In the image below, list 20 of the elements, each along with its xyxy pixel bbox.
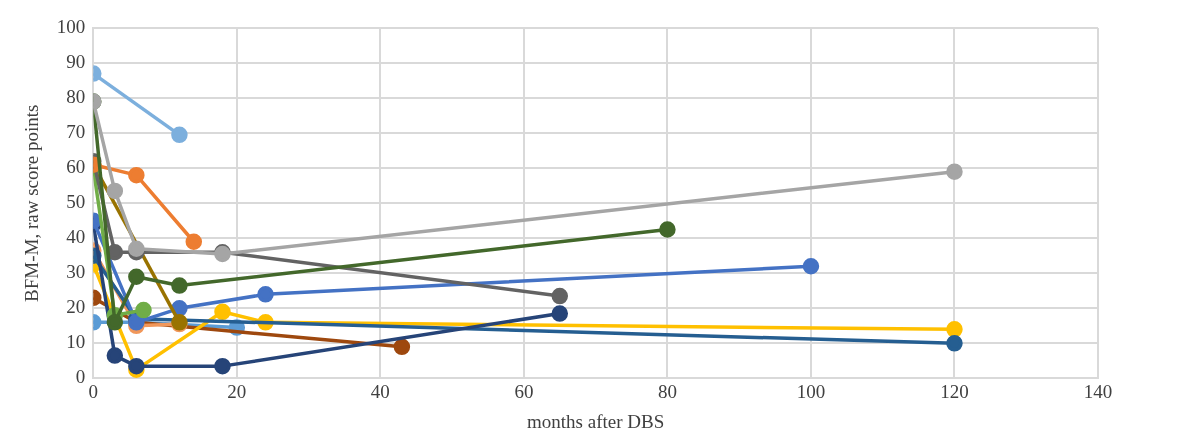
x-tick-label: 80 xyxy=(657,380,677,402)
y-tick-label: 50 xyxy=(66,191,86,213)
x-tick-label: 20 xyxy=(227,380,247,402)
x-tick-label: 140 xyxy=(1083,380,1113,402)
y-tick-label: 60 xyxy=(66,156,86,178)
x-tick-label: 60 xyxy=(514,380,534,402)
y-tick-label: 30 xyxy=(66,261,86,283)
y-axis-title: BFM-M, raw score points xyxy=(21,104,43,302)
y-tick-label: 100 xyxy=(56,15,86,37)
x-tick-label: 40 xyxy=(370,380,390,402)
y-tick-label: 0 xyxy=(75,366,86,388)
y-tick-label: 20 xyxy=(66,296,86,318)
y-tick-label: 90 xyxy=(66,51,86,73)
y-tick-label: 10 xyxy=(66,331,86,353)
x-axis-title: months after DBS xyxy=(527,410,665,432)
x-tick-label: 100 xyxy=(796,380,826,402)
x-tick-label: 120 xyxy=(940,380,969,402)
y-tick-label: 70 xyxy=(66,121,86,143)
y-tick-label: 80 xyxy=(66,86,86,108)
y-tick-label: 40 xyxy=(66,226,86,248)
